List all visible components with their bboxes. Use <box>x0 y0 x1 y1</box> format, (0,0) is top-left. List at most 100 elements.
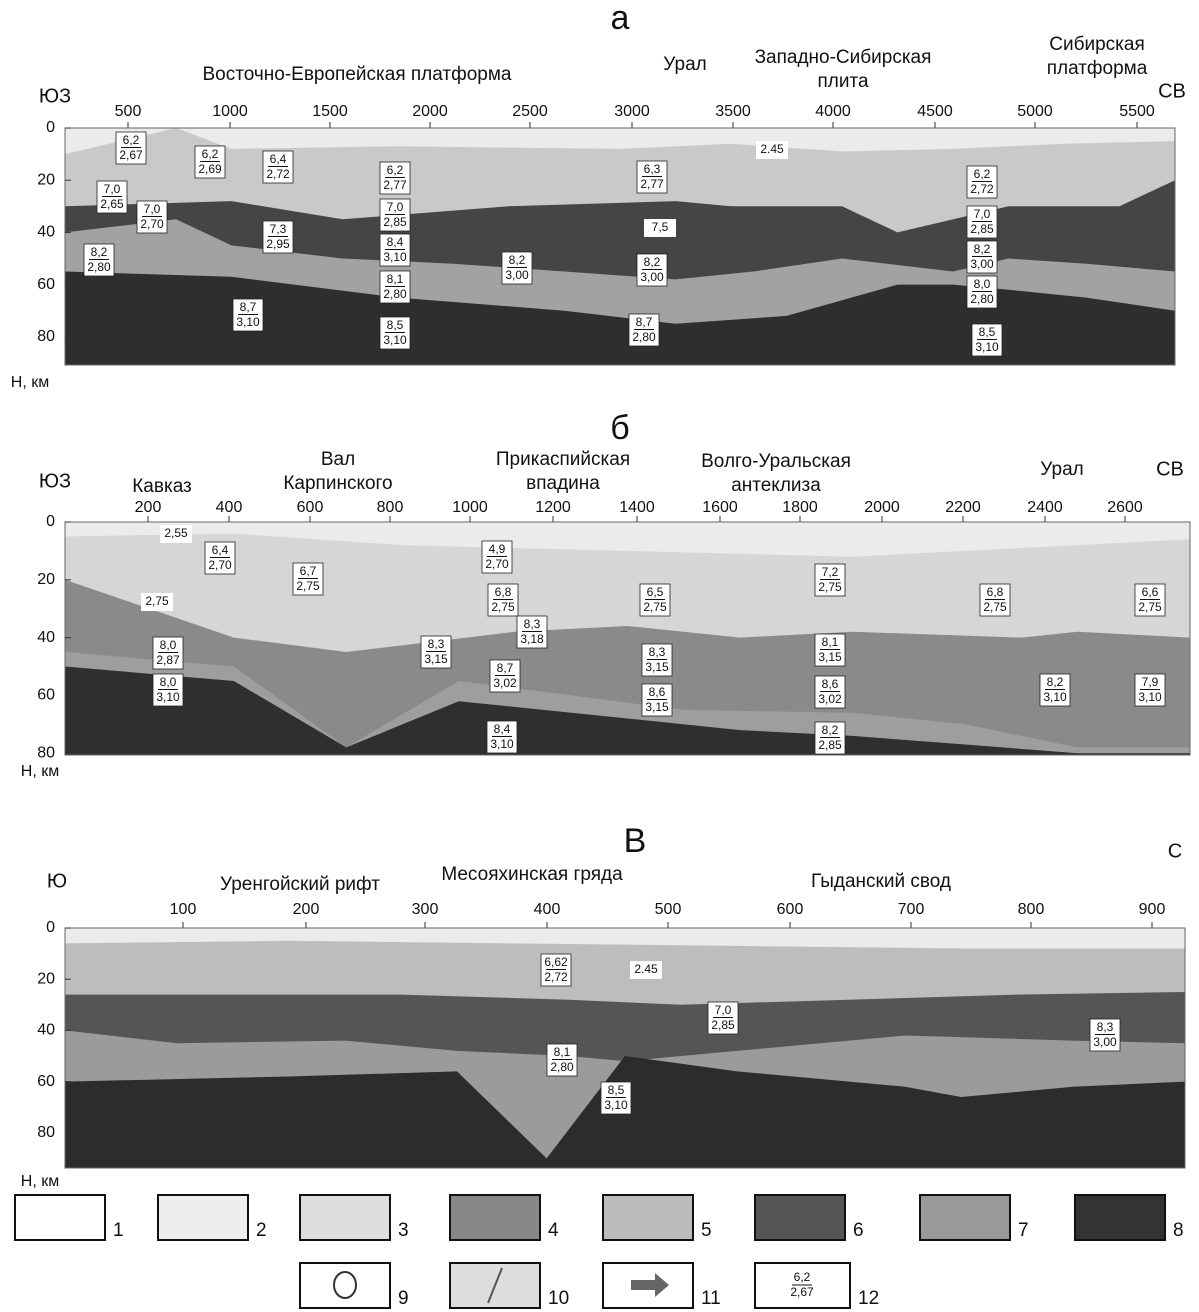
x-tick-label: 700 <box>898 901 925 918</box>
velocity: 8,3 <box>649 645 666 659</box>
velocity: 8,2 <box>974 242 991 256</box>
velocity: 7,0 <box>974 207 991 221</box>
velocity: 6,2 <box>202 147 219 161</box>
density: 3,00 <box>640 270 664 284</box>
velocity: 7,0 <box>387 200 404 214</box>
x-tick-label: 400 <box>216 499 243 516</box>
velocity: 8,0 <box>974 277 991 291</box>
density: 2,77 <box>383 178 407 192</box>
legend-number: 2 <box>256 1220 267 1241</box>
velocity: 8,4 <box>387 235 404 249</box>
density: 2,67 <box>790 1285 814 1299</box>
density: 2,70 <box>140 217 164 231</box>
y-tick-label: 0 <box>46 513 55 530</box>
panel-letter: В <box>624 822 647 860</box>
y-axis-label: Н, км <box>11 374 49 391</box>
y-tick-label: 40 <box>37 629 55 646</box>
x-tick-label: 2000 <box>412 103 448 120</box>
legend-number: 9 <box>398 1288 409 1309</box>
y-tick-label: 20 <box>37 171 55 188</box>
density: 2,80 <box>383 287 407 301</box>
velocity: 8,0 <box>160 675 177 689</box>
density: 2,72 <box>266 167 290 181</box>
legend-number: 1 <box>113 1220 124 1241</box>
velocity: 8,0 <box>160 638 177 652</box>
legend-number: 5 <box>701 1220 712 1241</box>
density: 2,80 <box>550 1060 574 1074</box>
legend-swatch <box>300 1263 390 1308</box>
legend-swatch <box>158 1195 248 1240</box>
velocity: 8,5 <box>608 1083 625 1097</box>
velocity: 7,9 <box>1142 675 1159 689</box>
x-tick-label: 3000 <box>614 103 650 120</box>
region-label: Сибирскаяплатформа <box>1047 34 1148 79</box>
density: 2,95 <box>266 237 290 251</box>
y-tick-label: 60 <box>37 687 55 704</box>
density: 3,00 <box>505 268 529 282</box>
x-tick-label: 600 <box>777 901 804 918</box>
density: 2,65 <box>100 197 124 211</box>
x-tick-label: 500 <box>655 901 682 918</box>
velocity: 7,0 <box>144 202 161 216</box>
x-tick-label: 300 <box>412 901 439 918</box>
velocity: 8,6 <box>822 677 839 691</box>
density: 2,75 <box>296 579 320 593</box>
velocity: 8,2 <box>822 723 839 737</box>
density: 2,75 <box>818 580 842 594</box>
legend-number: 4 <box>548 1220 559 1241</box>
left-direction: ЮЗ <box>39 470 71 492</box>
density: 3,10 <box>1138 690 1162 704</box>
x-tick-label: 400 <box>534 901 561 918</box>
region-label: Месояхинская гряда <box>441 864 623 885</box>
x-tick-label: 1500 <box>312 103 348 120</box>
y-tick-label: 60 <box>37 1073 55 1090</box>
velocity: 6,4 <box>212 543 229 557</box>
density: 3,10 <box>236 315 260 329</box>
velocity: 8,3 <box>1097 1020 1114 1034</box>
y-tick-label: 80 <box>37 328 55 345</box>
density: 3,00 <box>1093 1035 1117 1049</box>
velocity: 6,2 <box>387 163 404 177</box>
x-tick-label: 2000 <box>864 499 900 516</box>
velocity: 8,5 <box>387 318 404 332</box>
density: 2,75 <box>1138 600 1162 614</box>
legend-number: 8 <box>1173 1220 1184 1241</box>
velocity: 8,7 <box>240 300 257 314</box>
density: 2,85 <box>970 222 994 236</box>
legend-number: 10 <box>548 1288 569 1309</box>
density: 3,10 <box>383 333 407 347</box>
density: 3,10 <box>975 340 999 354</box>
density: 3,10 <box>490 737 514 751</box>
velocity: 8,2 <box>644 255 661 269</box>
density: 2,70 <box>208 558 232 572</box>
density: 2,85 <box>383 215 407 229</box>
x-tick-label: 900 <box>1139 901 1166 918</box>
note: 2.45 <box>634 962 658 976</box>
density: 3,10 <box>383 250 407 264</box>
x-tick-label: 2600 <box>1107 499 1143 516</box>
region-label: Уренгойский рифт <box>220 874 380 895</box>
x-tick-label: 4500 <box>917 103 953 120</box>
velocity: 8,1 <box>554 1045 571 1059</box>
velocity: 8,1 <box>387 272 404 286</box>
x-tick-label: 1000 <box>212 103 248 120</box>
density: 2,80 <box>87 260 111 274</box>
right-direction: С <box>1168 840 1182 862</box>
density: 3,10 <box>1043 690 1067 704</box>
x-tick-label: 2500 <box>512 103 548 120</box>
velocity: 8,3 <box>524 617 541 631</box>
x-tick-label: 500 <box>115 103 142 120</box>
figure: аЮЗСВН, км500100015002000250030003500400… <box>0 0 1199 1312</box>
density: 2,70 <box>485 557 509 571</box>
density: 2,85 <box>711 1018 735 1032</box>
y-tick-label: 60 <box>37 276 55 293</box>
velocity: 6,8 <box>987 585 1004 599</box>
x-tick-label: 1800 <box>782 499 818 516</box>
velocity: 8,7 <box>497 661 514 675</box>
legend-swatch <box>603 1195 693 1240</box>
x-tick-label: 3500 <box>715 103 751 120</box>
y-tick-label: 0 <box>46 919 55 936</box>
x-tick-label: 4000 <box>815 103 851 120</box>
y-tick-label: 40 <box>37 1022 55 1039</box>
region-label: Кавказ <box>132 476 192 497</box>
